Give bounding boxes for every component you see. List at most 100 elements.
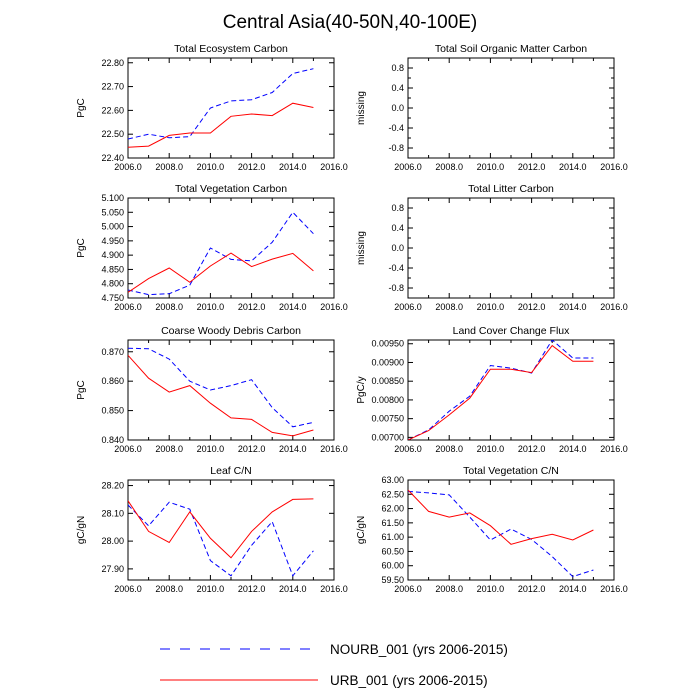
y-axis-label: gC/gN — [356, 516, 367, 544]
series-line-urb — [408, 489, 594, 545]
plot-frame — [127, 479, 335, 581]
y-tick-label: -0.8 — [388, 143, 404, 153]
x-tick-label: 2006.0 — [114, 444, 142, 454]
x-tick-label: 2016.0 — [320, 302, 348, 312]
x-tick-label: 2012.0 — [518, 584, 546, 594]
plot-frame — [127, 197, 335, 299]
x-tick-label: 2012.0 — [518, 444, 546, 454]
x-tick-label: 2012.0 — [238, 444, 266, 454]
x-tick-label: 2010.0 — [477, 162, 505, 172]
x-tick-label: 2014.0 — [279, 444, 307, 454]
y-tick-label: 0.00900 — [371, 357, 404, 367]
x-tick-label: 2008.0 — [155, 162, 183, 172]
y-tick-label: 4.950 — [101, 236, 124, 246]
x-tick-label: 2006.0 — [114, 584, 142, 594]
x-tick-label: 2008.0 — [435, 302, 463, 312]
y-tick-label: 22.50 — [101, 129, 124, 139]
y-tick-label: 61.50 — [381, 518, 404, 528]
y-tick-label: 0.4 — [391, 83, 404, 93]
y-tick-label: 0.4 — [391, 223, 404, 233]
panel-title: Total Soil Organic Matter Carbon — [435, 43, 587, 55]
y-tick-label: 61.00 — [381, 532, 404, 542]
x-tick-label: 2008.0 — [155, 584, 183, 594]
y-tick-label: 0.8 — [391, 63, 404, 73]
chart-panel-2: Total Vegetation Carbon PgC 2006.0 2008.0 20… — [76, 183, 348, 312]
x-tick-label: 2014.0 — [279, 302, 307, 312]
y-tick-label: 0.00750 — [371, 414, 404, 424]
y-tick-label: 27.90 — [101, 564, 124, 574]
y-tick-label: 28.10 — [101, 508, 124, 518]
x-tick-label: 2014.0 — [279, 162, 307, 172]
panel-title: Land Cover Change Flux — [453, 325, 570, 337]
x-tick-label: 2016.0 — [320, 162, 348, 172]
x-tick-label: 2014.0 — [559, 302, 587, 312]
x-tick-label: 2014.0 — [559, 584, 587, 594]
panel-title: Total Ecosystem Carbon — [174, 43, 288, 55]
panel-title: Total Vegetation Carbon — [175, 183, 287, 195]
x-tick-label: 2012.0 — [518, 162, 546, 172]
x-tick-label: 2010.0 — [197, 584, 225, 594]
chart-panels: Total Ecosystem Carbon PgC 2006.0 2008.0 201… — [76, 43, 628, 594]
x-tick-label: 2012.0 — [238, 302, 266, 312]
legend: NOURB_001 (yrs 2006-2015) URB_001 (yrs 2… — [160, 642, 508, 688]
plot-frame — [127, 57, 335, 159]
y-tick-label: 0.0 — [391, 243, 404, 253]
y-tick-label: 0.870 — [101, 347, 124, 357]
panel-title: Leaf C/N — [210, 465, 251, 477]
y-tick-label: -0.4 — [388, 123, 404, 133]
x-tick-label: 2016.0 — [320, 444, 348, 454]
series-line-urb — [408, 344, 594, 440]
series-line-urb — [128, 102, 314, 148]
x-tick-label: 2016.0 — [600, 584, 628, 594]
x-tick-label: 2016.0 — [320, 584, 348, 594]
y-tick-label: 28.00 — [101, 536, 124, 546]
y-axis-label: PgC — [76, 238, 87, 257]
y-tick-label: 28.20 — [101, 481, 124, 491]
y-tick-label: 22.70 — [101, 82, 124, 92]
series-line-nourb — [128, 68, 314, 140]
y-tick-label: 0.860 — [101, 376, 124, 386]
x-tick-label: 2012.0 — [518, 302, 546, 312]
y-tick-label: 60.50 — [381, 546, 404, 556]
chart-panel-5: Land Cover Change Flux PgC/y 2006.0 2008.0 2… — [356, 325, 628, 454]
y-axis-label: PgC/y — [356, 376, 367, 403]
chart-panel-4: Coarse Woody Debris Carbon PgC 2006.0 2008.… — [76, 325, 348, 454]
chart-panel-1: Total Soil Organic Matter Carbon missing 2… — [356, 43, 628, 172]
x-tick-label: 2010.0 — [477, 444, 505, 454]
x-tick-label: 2008.0 — [435, 162, 463, 172]
y-tick-label: 62.50 — [381, 489, 404, 499]
series-line-nourb — [128, 347, 314, 428]
y-tick-label: 22.40 — [101, 153, 124, 163]
chart-panel-6: Leaf C/N gC/gN 2006.0 2008.0 2010.0 2012.0 201… — [76, 465, 348, 594]
y-axis-label: PgC — [76, 380, 87, 399]
panel-title: Total Litter Carbon — [468, 183, 554, 195]
chart-panel-0: Total Ecosystem Carbon PgC 2006.0 2008.0 201… — [76, 43, 348, 172]
series-line-urb — [128, 498, 314, 559]
y-tick-label: 0.00950 — [371, 339, 404, 349]
y-tick-label: 22.80 — [101, 58, 124, 68]
x-tick-label: 2010.0 — [477, 302, 505, 312]
y-axis-label: gC/gN — [76, 516, 87, 544]
y-tick-label: 5.000 — [101, 222, 124, 232]
y-tick-label: 0.00850 — [371, 376, 404, 386]
x-tick-label: 2016.0 — [600, 444, 628, 454]
panel-title: Total Vegetation C/N — [463, 465, 559, 477]
y-tick-label: 0.0 — [391, 103, 404, 113]
x-tick-label: 2006.0 — [114, 302, 142, 312]
chart-panel-3: Total Litter Carbon missing 2006.0 2008.0 20… — [356, 183, 628, 312]
x-tick-label: 2010.0 — [197, 162, 225, 172]
plot-frame — [407, 57, 615, 159]
y-axis-label: PgC — [76, 98, 87, 117]
series-line-nourb — [128, 501, 314, 577]
x-tick-label: 2014.0 — [279, 584, 307, 594]
x-tick-label: 2008.0 — [155, 302, 183, 312]
y-tick-label: 0.850 — [101, 406, 124, 416]
plot-frame — [407, 197, 615, 299]
y-tick-label: 5.050 — [101, 207, 124, 217]
y-tick-label: 4.750 — [101, 293, 124, 303]
y-tick-label: -0.8 — [388, 283, 404, 293]
y-axis-label: missing — [356, 91, 367, 125]
x-tick-label: 2008.0 — [435, 444, 463, 454]
x-tick-label: 2014.0 — [559, 162, 587, 172]
